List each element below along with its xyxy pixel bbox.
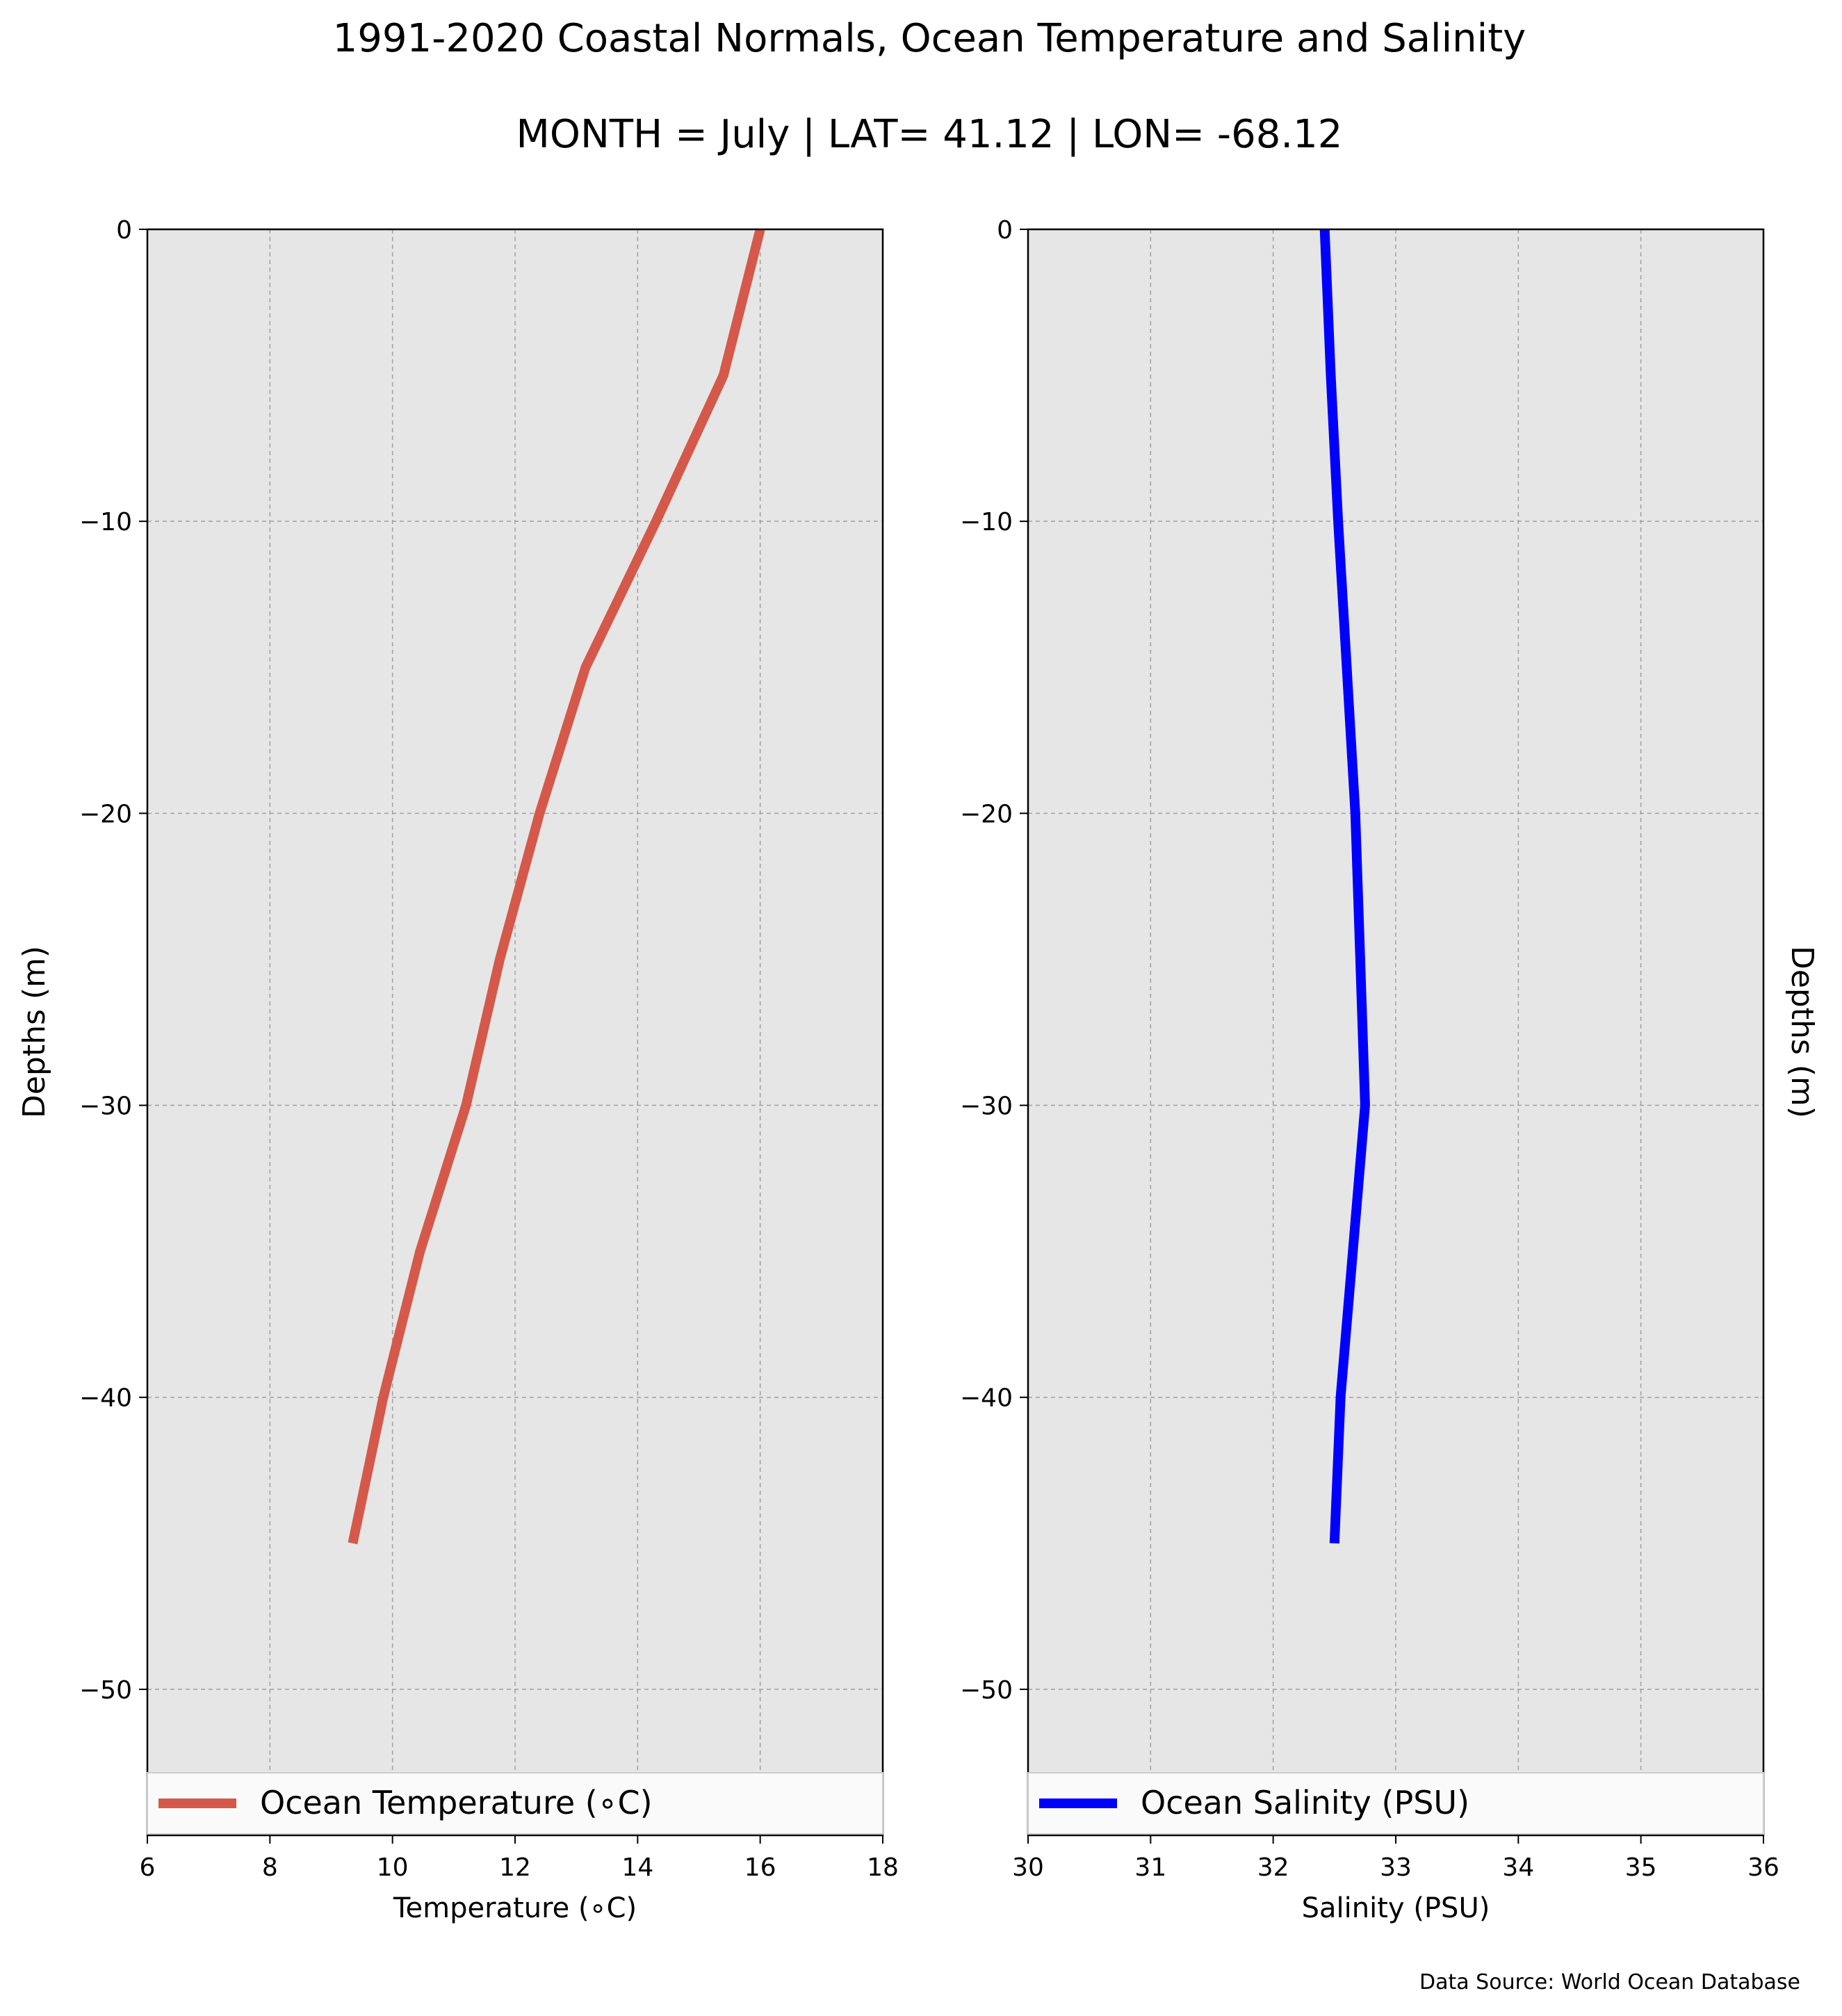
salinity-y-tick-label: −20 <box>960 800 1013 828</box>
temperature-y-axis-label: Depths (m) <box>17 946 52 1118</box>
temperature-x-tick-label: 14 <box>621 1853 653 1882</box>
temperature-data-point <box>382 1397 384 1398</box>
temperature-y-tick-label: −20 <box>79 800 132 828</box>
salinity-legend-label: Ocean Salinity (PSU) <box>1141 1784 1469 1821</box>
temperature-panel: 6 8 10 12 14 16 18 0 −10 −20 −30 −40 −50 Ocean Tempe… <box>17 216 899 1924</box>
salinity-x-tick-label: 31 <box>1134 1853 1166 1882</box>
temperature-data-point <box>723 375 724 376</box>
temperature-y-tick-label: −10 <box>79 508 132 536</box>
temperature-y-tick-label: −50 <box>79 1676 132 1705</box>
salinity-data-point <box>1364 1105 1366 1106</box>
salinity-data-point <box>1330 375 1332 376</box>
temperature-data-point <box>539 812 540 814</box>
temperature-y-tick-label: −40 <box>79 1384 132 1413</box>
salinity-data-point <box>1352 1251 1353 1252</box>
temperature-x-axis-label: Temperature (∘C) <box>393 1892 637 1924</box>
salinity-legend: Ocean Salinity (PSU) <box>1027 1772 1764 1835</box>
temperature-x-tick-label: 10 <box>377 1853 409 1882</box>
temperature-legend-label: Ocean Temperature (∘C) <box>260 1784 653 1821</box>
temperature-y-tick-label: −30 <box>79 1092 132 1121</box>
salinity-data-point <box>1346 666 1348 668</box>
chart-subtitle: MONTH = July | LAT= 41.12 | LON= -68.12 <box>516 112 1343 157</box>
temperature-x-tick-label: 12 <box>499 1853 531 1882</box>
salinity-data-point <box>1340 1397 1342 1398</box>
salinity-x-tick-label: 33 <box>1380 1853 1412 1882</box>
temperature-data-point <box>585 666 586 668</box>
salinity-panel: 30 31 32 33 34 35 36 0 −10 −20 −30 −40 −50 Ocean Sal… <box>960 216 1820 1924</box>
salinity-series <box>1319 229 1370 1544</box>
salinity-y-tick-label: −40 <box>960 1384 1013 1413</box>
salinity-x-tick-label: 34 <box>1502 1853 1534 1882</box>
salinity-x-tick-label: 30 <box>1012 1853 1044 1882</box>
temperature-ticks: 6 8 10 12 14 16 18 0 −10 −20 −30 −40 −50 <box>79 216 899 1882</box>
salinity-x-axis-label: Salinity (PSU) <box>1302 1892 1490 1924</box>
salinity-y-tick-label: 0 <box>997 216 1013 245</box>
salinity-data-point <box>1337 521 1339 522</box>
salinity-data-point <box>1355 812 1356 814</box>
temperature-data-point <box>466 1105 467 1106</box>
data-source-note: Data Source: World Ocean Database <box>1419 1970 1800 1994</box>
temperature-series <box>348 228 765 1545</box>
temperature-data-point <box>499 959 500 960</box>
chart-title: 1991-2020 Coastal Normals, Ocean Tempera… <box>333 16 1526 61</box>
salinity-x-tick-label: 36 <box>1747 1853 1779 1882</box>
temperature-x-tick-label: 16 <box>744 1853 776 1882</box>
temperature-data-point <box>419 1251 421 1252</box>
salinity-legend-box <box>1027 1772 1764 1835</box>
salinity-y-axis-label: Depths (m) <box>1784 946 1820 1118</box>
temperature-x-tick-label: 18 <box>867 1853 899 1882</box>
salinity-data-point <box>1360 959 1361 960</box>
salinity-series-line <box>1319 229 1370 1544</box>
temperature-y-tick-label: 0 <box>116 216 132 245</box>
salinity-plot-frame <box>1027 228 1765 1837</box>
salinity-x-tick-label: 32 <box>1257 1853 1289 1882</box>
temperature-data-point <box>655 521 657 522</box>
salinity-y-tick-label: −50 <box>960 1676 1013 1705</box>
temperature-legend: Ocean Temperature (∘C) <box>147 1772 883 1835</box>
temperature-series-line <box>348 228 765 1545</box>
salinity-ticks: 30 31 32 33 34 35 36 0 −10 −20 −30 −40 −50 <box>960 216 1779 1882</box>
temperature-plot-frame <box>146 228 884 1837</box>
temperature-x-tick-label: 8 <box>262 1853 278 1882</box>
temperature-x-tick-label: 6 <box>140 1853 156 1882</box>
salinity-x-tick-label: 35 <box>1625 1853 1657 1882</box>
salinity-data-point <box>1334 1543 1335 1544</box>
salinity-gridlines <box>1028 229 1763 1835</box>
temperature-gridlines <box>147 229 883 1835</box>
salinity-y-tick-label: −30 <box>960 1092 1013 1121</box>
salinity-y-tick-label: −10 <box>960 508 1013 536</box>
temperature-data-point <box>352 1543 353 1544</box>
temperature-legend-box <box>147 1772 883 1835</box>
